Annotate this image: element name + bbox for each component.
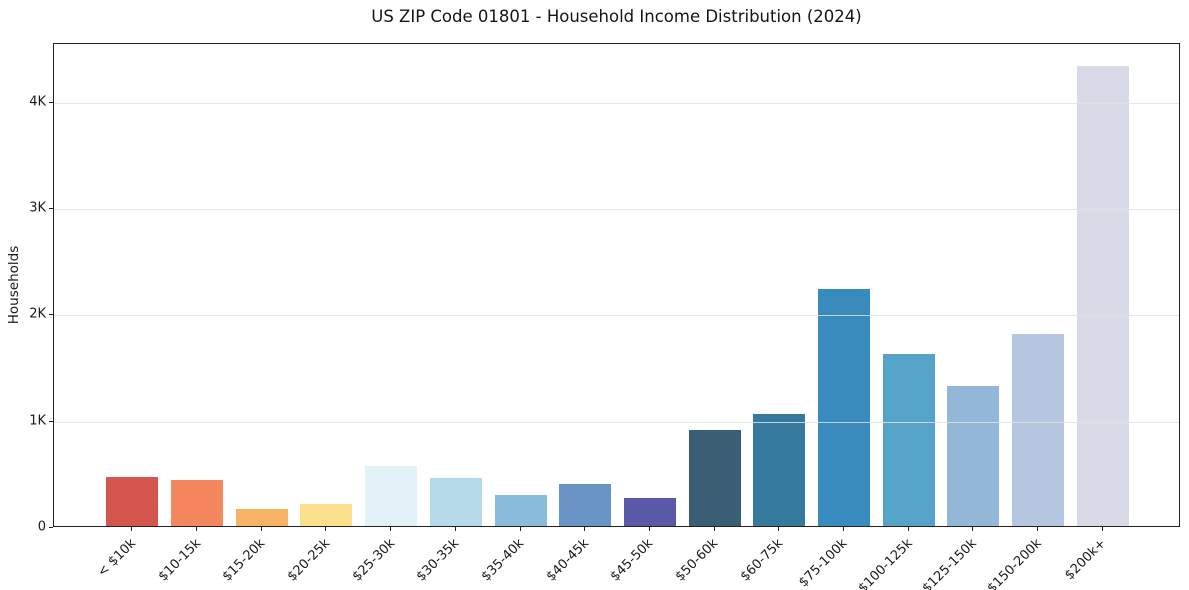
bar-$150-200k <box>1012 334 1065 526</box>
x-tick-mark <box>519 527 521 531</box>
y-tick-mark <box>49 527 53 528</box>
bar-$30-35k <box>429 478 482 526</box>
bar-$50-60k <box>688 429 741 526</box>
bar-$60-75k <box>753 414 806 526</box>
y-tick-label: 2K <box>29 306 46 322</box>
bar-$15-20k <box>235 508 288 526</box>
y-tick-mark <box>49 207 53 209</box>
x-tick-mark <box>648 527 650 531</box>
y-tick-label: 3K <box>29 200 46 216</box>
bar-$40-45k <box>559 483 612 526</box>
x-tick-mark <box>454 527 456 531</box>
x-tick-mark <box>260 527 262 531</box>
x-tick-mark <box>842 527 844 531</box>
bar-$45-50k <box>623 498 676 526</box>
x-tick-mark <box>196 527 198 531</box>
bar-$100-125k <box>882 353 935 526</box>
x-tick-mark <box>907 527 909 531</box>
y-tick-label: 4K <box>29 94 46 109</box>
x-tick-mark <box>1037 527 1039 531</box>
gridline-1K <box>54 421 1179 423</box>
x-tick-mark <box>972 527 974 531</box>
bar-$125-150k <box>947 385 1000 526</box>
x-tick-mark <box>390 527 392 531</box>
chart-title: US ZIP Code 01801 - Household Income Dis… <box>371 7 862 26</box>
y-tick-mark <box>49 101 53 103</box>
y-tick-mark <box>49 420 53 422</box>
plot-area <box>53 43 1180 527</box>
x-tick-mark <box>778 527 780 531</box>
gridline-2K <box>54 315 1179 317</box>
x-tick-mark <box>584 527 586 531</box>
bar-$35-40k <box>494 494 547 526</box>
bar-$25-30k <box>365 466 418 526</box>
bar-$10-15k <box>171 480 224 526</box>
bar-$200k+ <box>1076 66 1129 526</box>
gridline-3K <box>54 208 1179 210</box>
bar-$20-25k <box>300 504 353 526</box>
y-tick-mark <box>49 314 53 316</box>
x-tick-mark <box>131 527 133 531</box>
x-tick-mark <box>325 527 327 531</box>
y-tick-label: 0 <box>37 519 46 535</box>
bar-$75-100k <box>817 288 870 526</box>
y-tick-label: 1K <box>29 413 46 429</box>
x-tick-mark <box>1101 527 1103 531</box>
x-tick-mark <box>713 527 715 531</box>
bar-< $10k <box>106 477 159 526</box>
gridline-4K <box>54 102 1179 104</box>
